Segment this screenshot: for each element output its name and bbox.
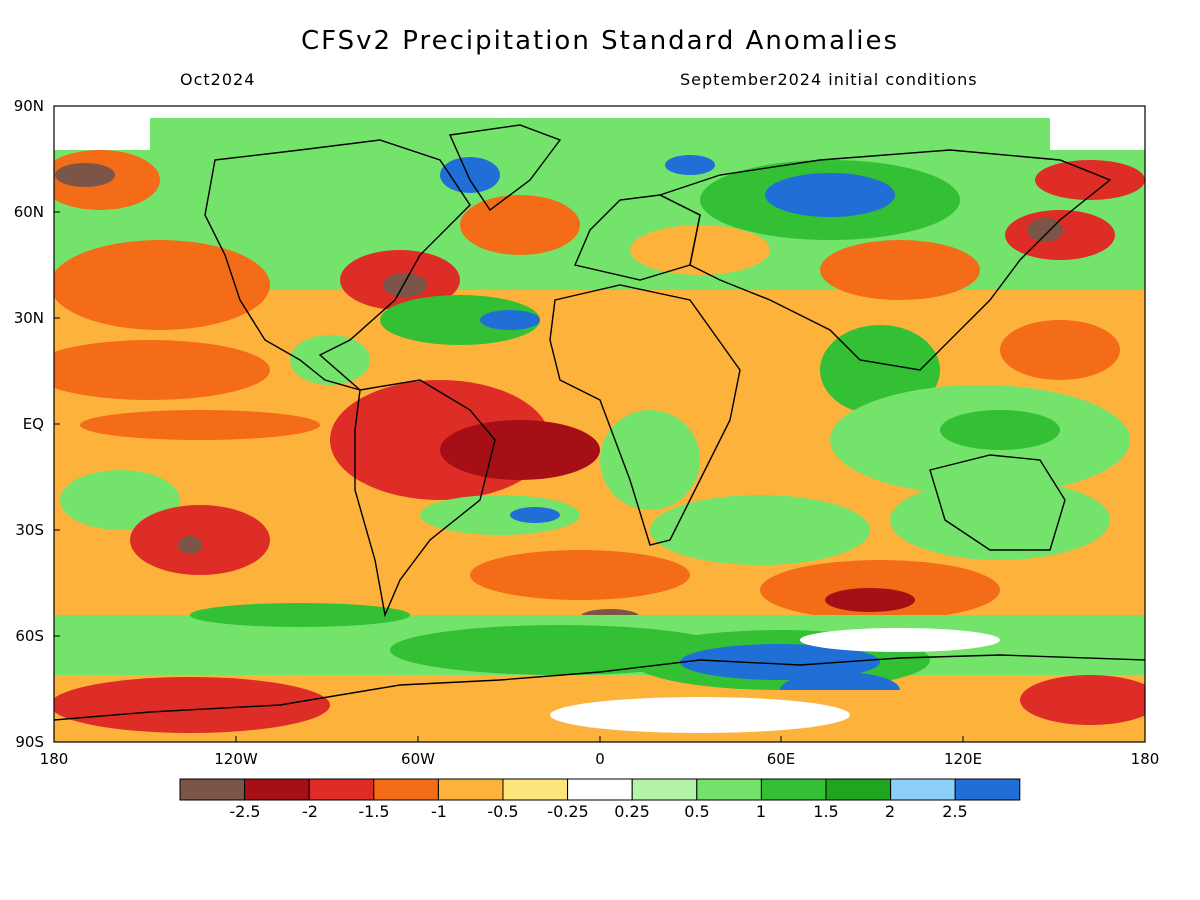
anomaly-region bbox=[1020, 675, 1145, 725]
colorbar-label: 2 bbox=[884, 802, 896, 821]
anomaly-region bbox=[54, 340, 270, 400]
map-ticks bbox=[54, 211, 964, 742]
anomaly-region bbox=[1027, 218, 1063, 242]
coastline-north-america bbox=[204, 139, 471, 391]
colorbar-swatch bbox=[954, 778, 1021, 801]
colorbar-label: -1 bbox=[431, 802, 447, 821]
lat-label: 30S bbox=[15, 521, 44, 539]
anomaly-region bbox=[940, 410, 1060, 450]
colorbar-swatch bbox=[696, 778, 762, 801]
anomaly-region bbox=[630, 225, 770, 275]
anomaly-region bbox=[650, 495, 870, 565]
colorbar-label: -2 bbox=[302, 802, 318, 821]
lon-label: 120E bbox=[943, 750, 983, 768]
anomaly-region bbox=[765, 173, 895, 217]
anomaly-region bbox=[150, 118, 1050, 152]
colorbar-swatch bbox=[373, 778, 439, 801]
anomaly-region bbox=[470, 550, 690, 600]
anomaly-region bbox=[800, 628, 1000, 652]
colorbar-swatch bbox=[760, 778, 827, 801]
anomaly-region bbox=[460, 195, 580, 255]
anomaly-region bbox=[55, 163, 115, 187]
colorbar-label: -1.5 bbox=[358, 802, 390, 821]
lon-label: 120W bbox=[214, 750, 258, 768]
anomaly-region bbox=[440, 157, 500, 193]
lon-label: 60W bbox=[401, 750, 435, 768]
anomaly-region bbox=[54, 677, 330, 733]
coastline-asia bbox=[658, 149, 1112, 371]
anomaly-region bbox=[540, 295, 760, 405]
anomaly-region bbox=[890, 480, 1110, 560]
anomaly-field bbox=[54, 106, 1145, 742]
lat-label: EQ bbox=[22, 415, 44, 433]
colorbar bbox=[179, 778, 1021, 801]
init-conditions-label: September2024 initial conditions bbox=[680, 70, 978, 89]
colorbar-swatch bbox=[631, 778, 698, 801]
lon-label: 180 bbox=[1130, 750, 1160, 768]
anomaly-region bbox=[825, 588, 915, 612]
map-title: CFSv2 Precipitation Standard Anomalies bbox=[300, 26, 900, 56]
colorbar-label: 1.5 bbox=[813, 802, 839, 821]
colorbar-swatch bbox=[308, 778, 375, 801]
anomaly-region bbox=[290, 335, 370, 385]
colorbar-label: 2.5 bbox=[942, 802, 968, 821]
anomaly-region bbox=[60, 470, 180, 530]
anomaly-region bbox=[820, 240, 980, 300]
lat-label: 90N bbox=[13, 97, 44, 115]
colorbar-swatch bbox=[179, 778, 246, 801]
anomaly-region bbox=[510, 507, 560, 523]
anomaly-region bbox=[190, 603, 410, 627]
anomaly-region bbox=[1000, 320, 1120, 380]
anomaly-region bbox=[480, 310, 540, 330]
anomaly-region bbox=[550, 697, 850, 733]
anomaly-region bbox=[380, 295, 540, 345]
anomaly-region bbox=[665, 155, 715, 175]
lon-label: 60E bbox=[766, 750, 796, 768]
valid-month-label: Oct2024 bbox=[180, 70, 256, 89]
anomaly-region bbox=[600, 410, 700, 510]
colorbar-label: -0.5 bbox=[487, 802, 519, 821]
lat-label: 90S bbox=[15, 733, 44, 751]
lon-label: 180 bbox=[39, 750, 69, 768]
colorbar-label: 0.5 bbox=[684, 802, 710, 821]
coastline-antarctica bbox=[54, 654, 1145, 721]
colorbar-label: -0.25 bbox=[547, 802, 589, 821]
anomaly-region bbox=[383, 273, 427, 297]
lat-label: 60S bbox=[15, 627, 44, 645]
coastline-south-america bbox=[354, 379, 496, 618]
colorbar-label: 0.25 bbox=[614, 802, 650, 821]
anomaly-region bbox=[420, 495, 580, 535]
coastlines bbox=[54, 124, 1145, 721]
anomaly-region bbox=[710, 395, 850, 445]
colorbar-swatch bbox=[890, 778, 956, 801]
colorbar-swatch bbox=[502, 778, 569, 801]
coastline-greenland bbox=[448, 124, 562, 212]
anomaly-region bbox=[680, 644, 880, 680]
colorbar-swatch bbox=[567, 778, 633, 801]
anomaly-region bbox=[130, 505, 270, 575]
anomaly-region bbox=[54, 240, 270, 330]
anomaly-region bbox=[80, 410, 320, 440]
anomaly-region bbox=[178, 536, 202, 554]
colorbar-swatch bbox=[437, 778, 504, 801]
lon-label: 0 bbox=[595, 750, 605, 768]
coastline-australia bbox=[929, 454, 1066, 551]
lat-label: 30N bbox=[13, 309, 44, 327]
colorbar-swatch bbox=[825, 778, 892, 801]
coastline-africa bbox=[549, 284, 741, 546]
colorbar-label: -2.5 bbox=[229, 802, 261, 821]
colorbar-label: 1 bbox=[755, 802, 767, 821]
anomaly-region bbox=[440, 420, 600, 480]
colorbar-swatch bbox=[244, 778, 310, 801]
lat-label: 60N bbox=[13, 203, 44, 221]
anomaly-region bbox=[1035, 160, 1145, 200]
